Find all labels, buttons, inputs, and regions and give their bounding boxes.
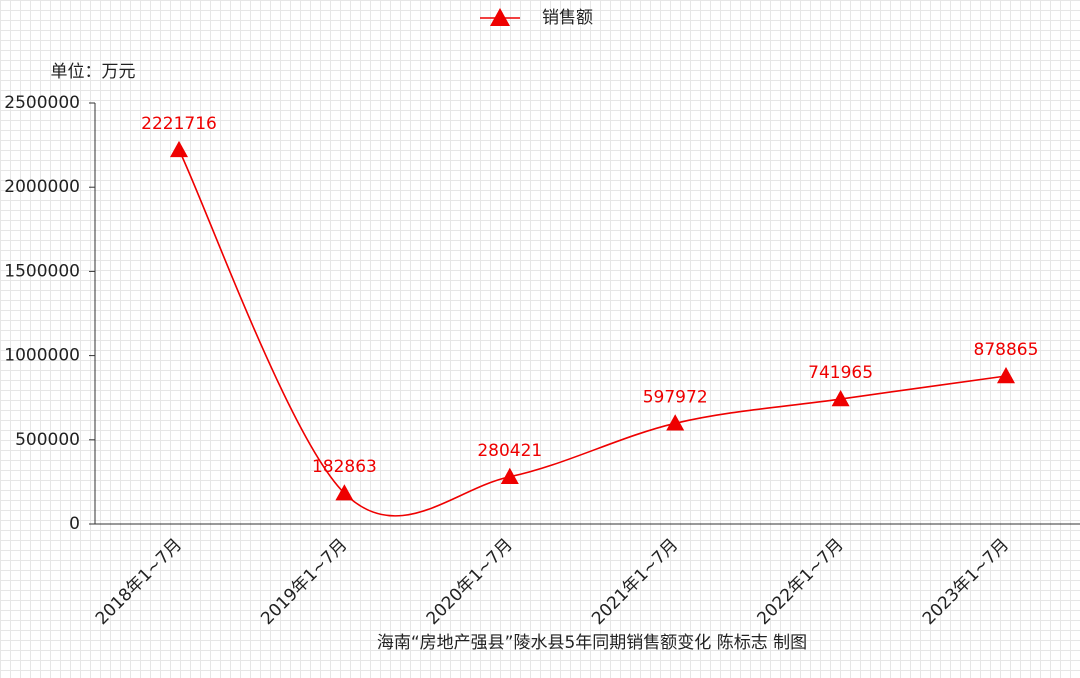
caption: 海南“房地产强县”陵水县5年同期销售额变化 陈标志 制图 <box>377 633 807 653</box>
y-tick-label: 1000000 <box>4 346 80 366</box>
x-tick-label: 2020年1~7月 <box>423 535 517 629</box>
data-label: 182863 <box>312 457 377 477</box>
y-tick-label: 0 <box>69 514 80 534</box>
y-tick-label: 2500000 <box>4 93 80 113</box>
point-marker <box>997 366 1015 384</box>
data-label: 2221716 <box>141 114 217 134</box>
x-tick-label: 2021年1~7月 <box>588 535 682 629</box>
point-marker <box>831 390 850 407</box>
unit-label: 单位：万元 <box>51 62 136 82</box>
legend-label: 销售额 <box>542 8 593 28</box>
y-tick-label: 1500000 <box>4 261 80 281</box>
x-tick-label: 2019年1~7月 <box>257 535 351 629</box>
y-tick-label: 500000 <box>15 430 80 450</box>
point-marker <box>335 484 354 501</box>
data-label: 280421 <box>477 441 542 461</box>
x-tick-label: 2018年1~7月 <box>92 535 186 629</box>
data-label: 597972 <box>643 387 708 407</box>
data-label: 878865 <box>974 340 1039 360</box>
point-marker <box>500 467 519 484</box>
x-tick-label: 2022年1~7月 <box>754 535 848 629</box>
point-marker <box>666 414 685 431</box>
data-label: 741965 <box>808 363 873 383</box>
legend-marker <box>490 8 510 26</box>
y-tick-label: 2000000 <box>4 177 80 197</box>
x-tick-label: 2023年1~7月 <box>919 535 1013 629</box>
line <box>178 149 1007 517</box>
point-marker <box>170 140 188 158</box>
